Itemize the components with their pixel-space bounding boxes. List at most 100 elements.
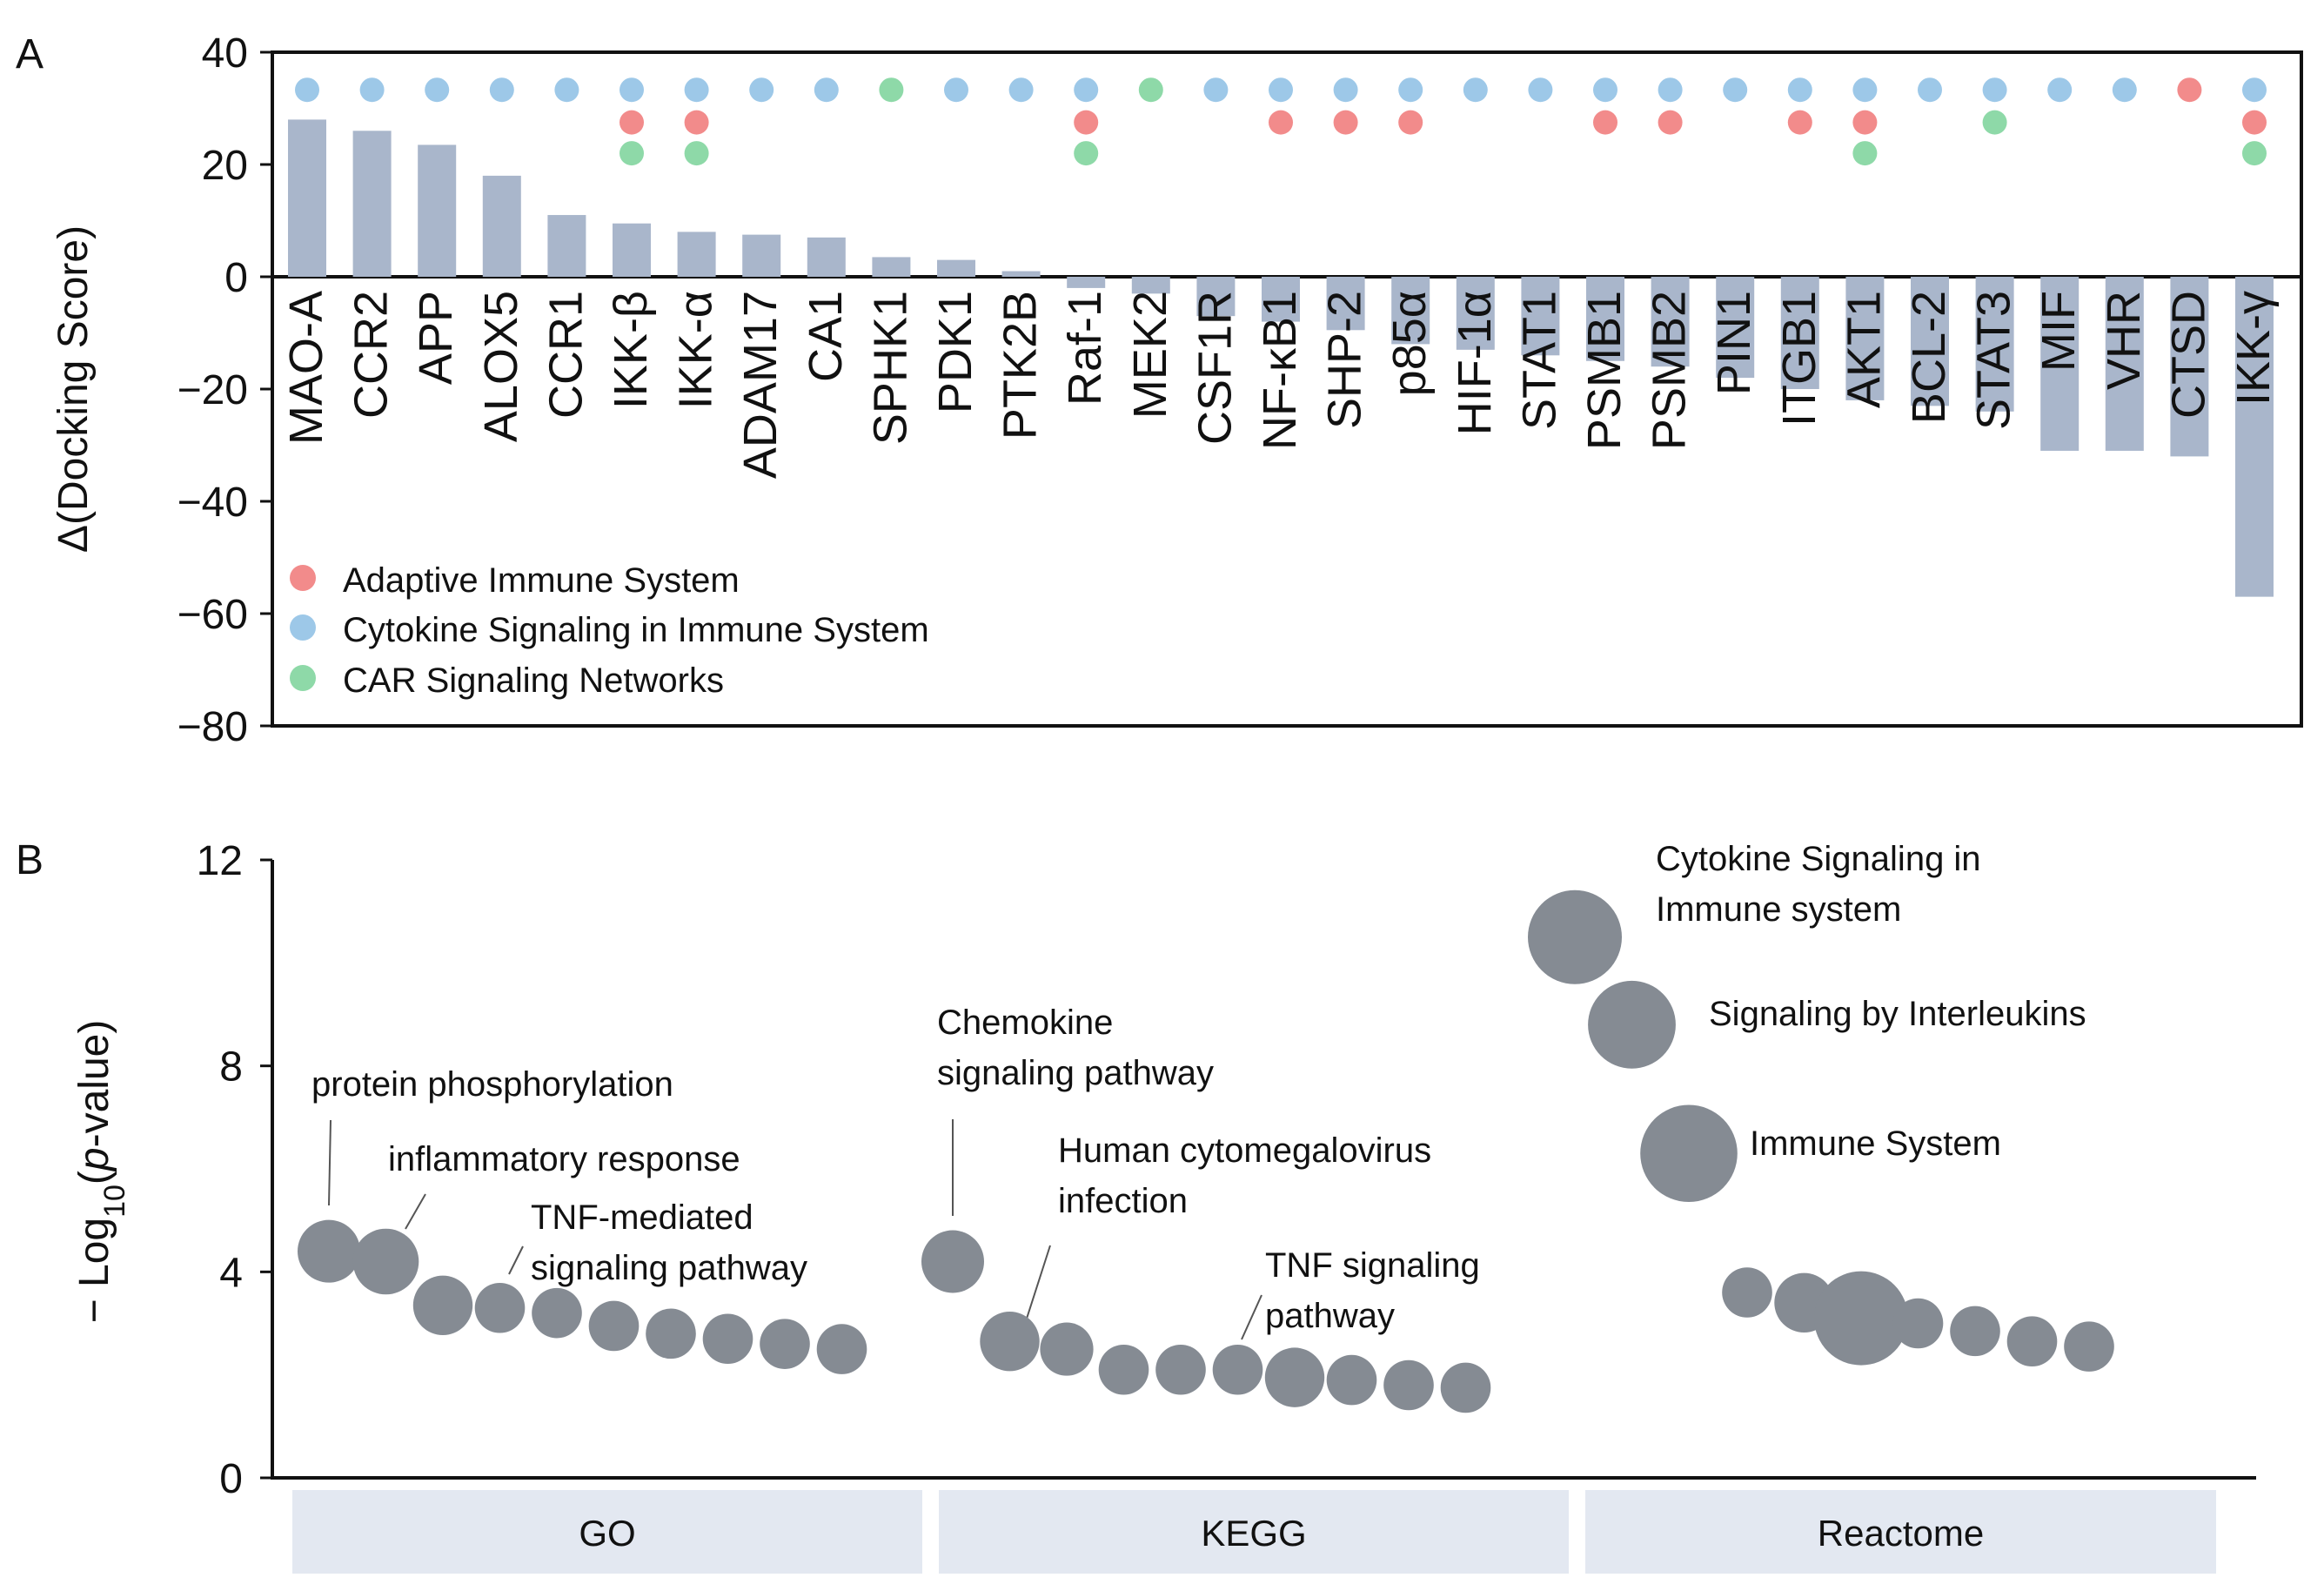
panel-b-y-tick-label: 0 [219,1456,243,1502]
bar-itgb1 [1780,277,1819,389]
bar-app [418,144,457,277]
protein-label-hif-1: HIF-1α [1449,291,1501,435]
category-band-reactome [1585,1490,2216,1574]
protein-label-ccr2: CCR2 [345,291,398,419]
panel-a-y-axis-title: Δ(Docking Score) [50,225,97,553]
bubble-go-4 [474,1282,526,1333]
annotation-line: Chemokine [937,1004,1113,1042]
annotation-line: Human cytomegalovirus [1058,1131,1431,1170]
annotation-tnf-mediated: TNF-mediated signaling pathway [531,1198,807,1287]
dot-adaptive-ikk [684,110,709,135]
bubble-reactome-10 [2064,1321,2114,1372]
bar-ccr2 [352,131,392,277]
dot-cytokine-mao-a [295,77,319,103]
dot-cytokine-akt1 [1852,77,1878,103]
bar-ikk [677,232,716,277]
protein-label-ikk: IKK-β [605,291,657,409]
protein-label-nf-b1: NF-κB1 [1254,291,1306,450]
bubble-kegg-10 [1440,1362,1491,1413]
legend-label-adaptive: Adaptive Immune System [343,561,740,600]
dot-cytokine-nf-b1 [1269,77,1293,103]
panel-b-label: B [16,837,44,883]
panel-b-bubbles [298,889,2114,1413]
dot-adaptive-itgb1 [1787,110,1812,135]
dot-cytokine-hif-1 [1463,77,1488,103]
dot-adaptive-psmb2 [1658,110,1683,135]
bubble-reactome-6 [1814,1271,1908,1366]
protein-label-app: APP [410,291,462,385]
panel-a-y-tick-label: −20 [177,367,248,413]
legend-label-cytokine: Cytokine Signaling in Immune System [343,611,929,649]
panel-a-bars [288,119,2274,597]
dot-adaptive-ikk [2242,110,2267,135]
annotation-line: Immune system [1656,890,1901,929]
dot-car-raf-1 [1074,141,1099,166]
panel-b-y-axis-title: − Log10(p-value) [71,1020,131,1324]
annotation-line: Signaling by Interleukins [1709,995,2086,1033]
panel-a-y-tick-label: 0 [224,255,248,301]
protein-label-sphk1: SPHK1 [864,291,916,445]
annotation-cytokine-signaling-in: Cytokine Signaling in Immune system [1656,840,1981,929]
dot-car-stat3 [1982,110,2007,135]
protein-label-raf-1: Raf-1 [1059,291,1111,406]
bubble-go-8 [702,1313,753,1365]
protein-label-ctsd: CTSD [2162,291,2214,419]
annotation-line: signaling pathway [531,1249,807,1287]
bubble-go-6 [588,1300,640,1352]
protein-label-mif: MIF [2033,291,2085,372]
bar-alox5 [482,175,521,277]
protein-label-shp-2: SHP-2 [1319,291,1371,429]
dot-car-ikk [2242,141,2267,166]
bubble-kegg-8 [1326,1354,1377,1406]
panel-a-legend: Adaptive Immune System Cytokine Signalin… [290,561,929,700]
protein-label-bcl-2: BCL-2 [1903,291,1955,424]
annotation-inflammatory-response: inflammatory response [388,1140,740,1178]
ylabel-open: ( [71,1171,117,1185]
annotation-tnf-signaling: TNF signaling pathway [1265,1246,1480,1335]
dot-cytokine-app [425,77,450,103]
dot-cytokine-mif [2047,77,2073,103]
panel-b-y-tick-label: 4 [219,1250,243,1296]
ylabel-rest: -value) [71,1020,117,1148]
annotation-leader-line [405,1193,426,1230]
bubble-reactome-3 [1640,1104,1738,1203]
bar-sphk1 [872,257,911,277]
dot-cytokine-alox5 [489,77,514,103]
legend-dot-adaptive [290,565,316,591]
bubble-go-1 [298,1219,360,1283]
protein-label-pdk1: PDK1 [929,291,981,413]
annotation-line: pathway [1265,1297,1395,1335]
dot-adaptive-ikk [620,110,644,135]
category-band-go [292,1490,922,1574]
annotation-signaling-by-interleukins: Signaling by Interleukins [1709,995,2086,1033]
dot-cytokine-shp-2 [1333,77,1358,103]
protein-label-adam17: ADAM17 [734,291,787,479]
dot-cytokine-bcl-2 [1918,77,1942,103]
bar-pin1 [1716,277,1755,379]
dot-cytokine-ikk [684,77,709,103]
annotation-immune-system: Immune System [1750,1124,2001,1163]
bar-psmb2 [1651,277,1690,367]
dot-cytokine-ccr2 [359,77,385,103]
dot-car-ikk [684,141,709,166]
protein-label-ccr1: CCR1 [539,291,592,419]
annotation-line: infection [1058,1182,1188,1220]
dot-cytokine-ptk2b [1008,77,1034,103]
panel-a: A 40 20 0 −20 −40 −60 −80 MAO-A CCR2 APP ALOX5 CCR… [16,30,2303,750]
dot-car-sphk1 [879,77,904,103]
bubble-go-10 [816,1324,867,1374]
bar-hif-1 [1456,277,1495,350]
dot-cytokine-vhr [2112,77,2137,103]
dot-adaptive-psmb1 [1593,110,1617,135]
bubble-go-5 [532,1287,582,1339]
bubble-kegg-7 [1264,1347,1325,1407]
protein-label-vhr: VHR [2098,291,2150,390]
bar-raf-1 [1067,277,1106,288]
protein-label-psmb1: PSMB1 [1578,291,1631,450]
panel-a-y-tick-label: −40 [177,480,248,526]
ylabel-italic: p [71,1147,117,1172]
dot-car-akt1 [1852,141,1878,166]
annotation-chemokine: Chemokine signaling pathway [937,1004,1214,1092]
bubble-kegg-4 [1098,1344,1149,1395]
panel-a-protein-labels: MAO-A CCR2 APP ALOX5 CCR1 IKK-β IKK-α ADAM17 CA1… [280,291,2280,479]
